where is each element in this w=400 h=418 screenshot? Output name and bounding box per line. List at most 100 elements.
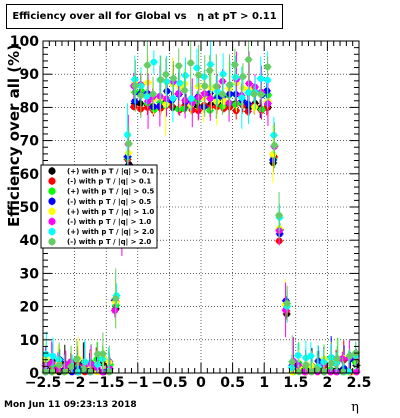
y-tick-label: 100 [10,34,39,50]
data-point [61,368,68,376]
x-tick-label: 1.5 [283,375,308,391]
x-tick-label: 2.5 [347,375,372,391]
data-point [250,90,258,98]
legend-marker [48,217,56,226]
data-point [169,95,177,102]
data-point [112,295,119,302]
data-point [80,365,87,373]
x-tick-label: −1 [127,375,148,391]
y-tick-label: 50 [20,200,40,216]
data-point [263,87,271,95]
data-point [275,212,283,219]
data-point [270,131,278,139]
data-point [206,95,214,102]
data-point [269,150,277,158]
data-point [105,368,113,376]
data-point [193,64,201,72]
data-point [55,361,63,369]
data-point [81,358,89,366]
data-point [257,90,265,98]
data-point [307,352,315,360]
data-point [245,56,252,63]
data-point [333,355,341,362]
data-point [271,142,278,149]
legend-label: (-) with p T / |q| > 1.0 [67,218,151,227]
data-point [49,352,57,360]
data-point [264,76,271,84]
chart-title: Efficiency over all for Global vs η at p… [12,11,277,22]
legend-marker [48,197,56,205]
data-point [181,87,188,94]
x-tick-label: 1 [259,375,269,391]
data-point [163,78,170,85]
x-tick-label: −1.5 [88,375,125,391]
y-tick-label: 70 [20,134,40,150]
data-point [132,82,139,90]
data-point [176,79,183,87]
data-point [162,101,170,108]
data-point [313,365,321,373]
y-tick-label: 60 [20,167,40,183]
legend-marker [48,238,56,246]
legend: (+) with p T / |q| > 0.1(-) with p T / |… [40,164,158,249]
data-point [74,368,82,376]
legend-label: (+) with p T / |q| > 1.0 [67,208,154,217]
data-point [219,70,227,78]
series-8 [41,41,360,376]
data-point [48,368,56,376]
data-point [87,360,95,368]
x-tick-label: 2 [323,375,333,391]
data-point [339,368,347,376]
y-axis-label: Efficiency over all (%) [5,44,23,227]
data-point [175,62,183,70]
data-point [226,81,233,89]
data-point [294,352,302,359]
data-point [308,368,315,376]
data-point [231,61,239,69]
data-point [124,131,131,139]
data-point [87,368,94,376]
data-point [328,359,335,367]
data-point [295,368,303,376]
data-point [264,63,271,71]
data-point [130,103,138,111]
y-tick-label: 20 [20,300,40,316]
y-tick-label: 30 [20,266,40,282]
data-point [353,368,360,376]
data-point [232,73,239,81]
data-point [195,71,202,79]
data-point [251,103,258,111]
data-point [239,73,247,80]
data-point [43,350,50,358]
data-point [149,90,157,98]
y-tick-label: 90 [20,67,40,83]
legend-marker [48,187,56,195]
data-point [94,350,101,358]
data-point [187,59,195,67]
data-point [207,61,214,68]
data-point [182,72,189,79]
data-point [206,67,214,74]
x-axis-label: η [351,400,359,414]
timestamp: Mon Jun 11 09:23:13 2018 [4,400,137,410]
data-point [125,140,133,147]
data-point [232,101,239,108]
data-point [321,368,328,376]
data-point [327,368,334,376]
data-point [320,358,327,366]
x-tick-label: 0.5 [220,375,245,391]
data-point [99,350,107,358]
data-point [244,100,252,108]
data-point [283,300,291,307]
x-tick-label: −2 [64,375,85,391]
legend-label: (+) with p T / |q| > 0.5 [67,188,154,197]
data-point [238,94,246,101]
data-point [181,96,189,104]
y-tick-label: 40 [20,233,40,249]
x-tick-label: −2.5 [25,375,62,391]
legend-box [40,164,158,249]
chart-title-box: Efficiency over all for Global vs η at p… [6,4,283,29]
legend-label: (-) with p T / |q| > 0.1 [67,178,151,187]
